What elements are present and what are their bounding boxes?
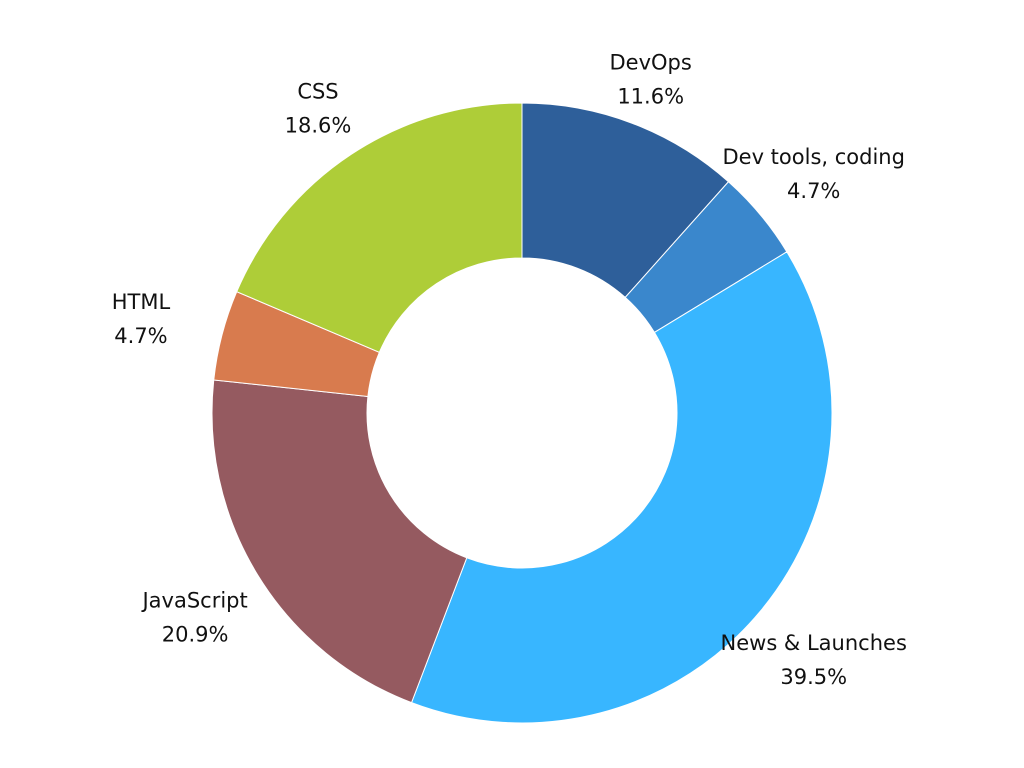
slice-label-name: JavaScript [140,588,247,612]
slice-label: JavaScript 20.9% [140,588,247,646]
slice-label-value: 39.5% [780,665,847,689]
slice-devops[interactable] [521,102,730,299]
slice-news-launches[interactable] [410,251,833,724]
slice-css[interactable] [236,102,523,353]
slice-label: Dev tools, coding 4.7% [722,145,904,203]
slice-label: CSS 18.6% [285,80,352,138]
slice-javascript[interactable] [211,379,468,704]
slice-label-name: CSS [297,80,338,104]
slice-label-name: Dev tools, coding [722,145,904,169]
slice-label-value: 20.9% [162,622,229,646]
slice-label: HTML 4.7% [112,290,171,348]
slice-label-value: 4.7% [787,179,840,203]
slice-label-name: DevOps [610,51,692,75]
slice-label-value: 11.6% [617,85,684,109]
slice-label: DevOps 11.6% [610,51,692,109]
slice-label-value: 18.6% [285,114,352,138]
slice-label-name: HTML [112,290,171,314]
slice-label-value: 4.7% [114,324,167,348]
slice-label-name: News & Launches [721,631,907,655]
slice-label: News & Launches 39.5% [721,631,907,689]
